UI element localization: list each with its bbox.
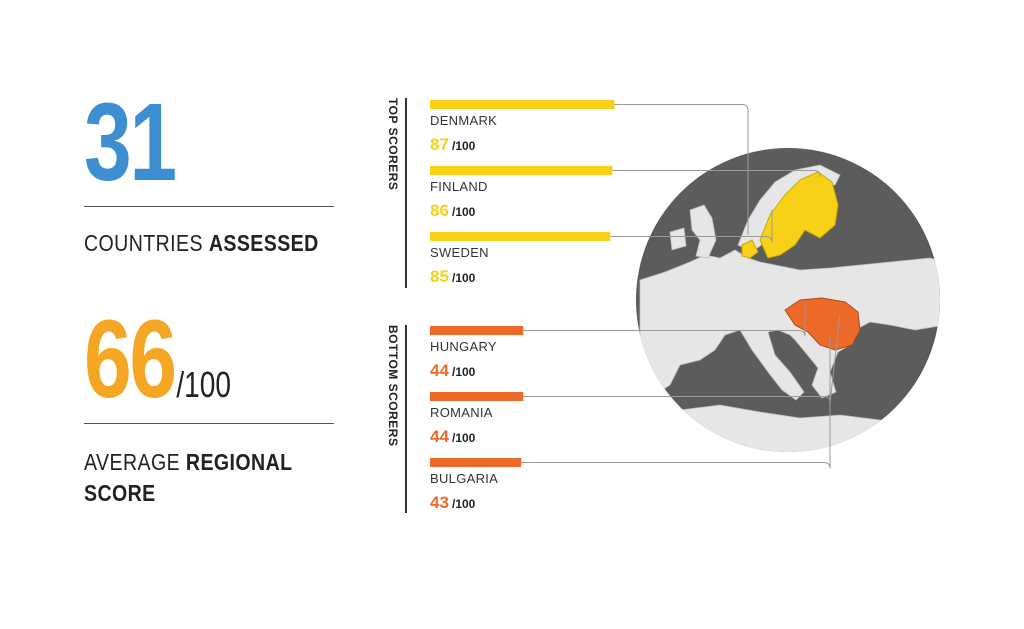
country-label: HUNGARY xyxy=(430,339,497,354)
country-label: DENMARK xyxy=(430,113,497,128)
bar-bulgaria xyxy=(430,458,522,467)
countries-label-normal: COUNTRIES xyxy=(84,230,209,256)
bar-hungary xyxy=(430,326,524,335)
average-score-suffix: /100 xyxy=(176,364,231,405)
score-suffix: /100 xyxy=(452,205,476,219)
average-score: 66/100 xyxy=(84,305,231,415)
score-value: 86 xyxy=(430,201,449,220)
eastern-highlight xyxy=(784,297,861,351)
score-value: 44 xyxy=(430,427,449,446)
land-mass xyxy=(669,227,687,251)
score-value: 43 xyxy=(430,493,449,512)
score-value: 85 xyxy=(430,267,449,286)
countries-assessed-value: 31 xyxy=(84,81,177,204)
land-mass xyxy=(689,204,717,259)
connector-lines xyxy=(521,104,841,469)
average-label-normal: AVERAGE xyxy=(84,449,186,475)
divider xyxy=(84,423,334,424)
bar-sweden xyxy=(430,232,611,241)
country-label: FINLAND xyxy=(430,179,488,194)
top-group-bracket xyxy=(405,98,407,288)
connector-line xyxy=(612,170,821,177)
average-label-bold-2: SCORE xyxy=(84,480,156,506)
score-suffix: /100 xyxy=(452,271,476,285)
score-value: 44 xyxy=(430,361,449,380)
score-suffix: /100 xyxy=(452,139,476,153)
score-suffix: /100 xyxy=(452,497,476,511)
bar-romania xyxy=(430,392,524,401)
divider xyxy=(84,206,334,207)
europe-map xyxy=(636,148,940,452)
average-score-value: 66 xyxy=(84,298,177,421)
country-label: SWEDEN xyxy=(430,245,489,260)
connector-line xyxy=(521,335,831,469)
score-suffix: /100 xyxy=(452,365,476,379)
land-mass xyxy=(639,404,940,452)
average-score-label: AVERAGE REGIONAL SCORE xyxy=(84,447,339,509)
connector-line xyxy=(523,305,806,337)
average-label-bold-1: REGIONAL xyxy=(185,449,293,475)
bottom-group-bracket xyxy=(405,325,407,513)
connector-line xyxy=(614,104,749,235)
countries-label-bold: ASSESSED xyxy=(208,230,319,256)
country-label: ROMANIA xyxy=(430,405,493,420)
denmark-highlight xyxy=(741,239,759,259)
countries-assessed-label: COUNTRIES ASSESSED xyxy=(84,230,319,257)
nordic-highlight xyxy=(759,171,839,259)
score-bars: DENMARK 87/100 FINLAND 86/100 SWEDEN 85/100 HU… xyxy=(430,100,615,512)
country-label: BULGARIA xyxy=(430,471,498,486)
bar-denmark xyxy=(430,100,615,109)
bar-finland xyxy=(430,166,613,175)
connector-line xyxy=(610,210,773,243)
score-value: 87 xyxy=(430,135,449,154)
score-suffix: /100 xyxy=(452,431,476,445)
